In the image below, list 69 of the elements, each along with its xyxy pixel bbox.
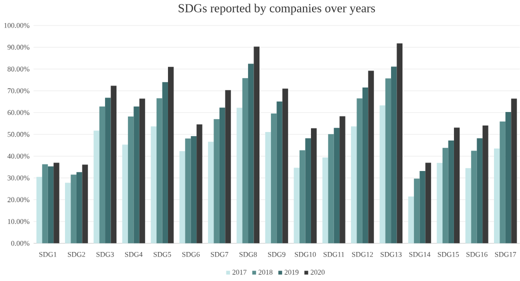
chart-title: SDGs reported by companies over years bbox=[178, 4, 375, 15]
bar bbox=[391, 66, 397, 244]
bar bbox=[82, 164, 88, 244]
bar bbox=[122, 144, 128, 244]
bar bbox=[448, 140, 454, 244]
bar bbox=[334, 128, 340, 244]
bar bbox=[265, 132, 271, 244]
bar bbox=[150, 126, 157, 244]
bar bbox=[414, 178, 420, 244]
bar bbox=[254, 46, 260, 244]
bar bbox=[162, 82, 168, 244]
bar bbox=[396, 43, 402, 244]
bar bbox=[270, 114, 277, 244]
bar bbox=[94, 130, 100, 244]
bar bbox=[248, 64, 254, 244]
bar bbox=[380, 106, 386, 244]
bar bbox=[328, 134, 334, 244]
bar bbox=[70, 174, 76, 244]
bar bbox=[208, 142, 214, 244]
bar bbox=[42, 164, 48, 244]
bar bbox=[54, 162, 60, 244]
bar bbox=[134, 106, 140, 244]
bar bbox=[110, 86, 116, 244]
bar bbox=[294, 168, 300, 244]
bar bbox=[99, 106, 106, 244]
bar bbox=[76, 172, 82, 244]
bar bbox=[482, 126, 488, 244]
bar bbox=[156, 98, 162, 244]
bar bbox=[128, 116, 134, 244]
bar bbox=[179, 151, 186, 244]
bar bbox=[168, 67, 174, 244]
bar bbox=[500, 122, 506, 244]
bar bbox=[322, 158, 328, 244]
bar bbox=[408, 196, 414, 244]
bar bbox=[385, 78, 392, 244]
bar bbox=[420, 171, 426, 244]
bar bbox=[190, 136, 197, 244]
bar bbox=[36, 177, 42, 244]
bar bbox=[351, 126, 357, 244]
bar bbox=[454, 128, 460, 244]
bar bbox=[282, 88, 288, 244]
bar bbox=[442, 148, 448, 244]
bar bbox=[225, 90, 231, 244]
bar bbox=[214, 119, 220, 244]
bar bbox=[494, 148, 500, 244]
bar bbox=[310, 128, 317, 244]
bar bbox=[505, 112, 512, 244]
bar bbox=[196, 124, 202, 244]
bar bbox=[368, 70, 374, 244]
bar bbox=[65, 182, 71, 244]
bar bbox=[48, 166, 54, 244]
bar bbox=[185, 138, 191, 244]
bar bbox=[362, 88, 368, 244]
bar bbox=[511, 98, 517, 244]
bar bbox=[219, 108, 226, 244]
bar bbox=[236, 108, 242, 244]
bar bbox=[476, 138, 483, 244]
bar bbox=[276, 102, 282, 244]
bar bbox=[340, 116, 346, 244]
bar bbox=[139, 98, 146, 244]
bar bbox=[425, 162, 432, 244]
bar bbox=[305, 138, 311, 244]
bar bbox=[300, 150, 306, 244]
bar bbox=[242, 78, 248, 244]
bar bbox=[465, 168, 472, 244]
bar bbox=[471, 150, 477, 244]
bar bbox=[105, 98, 111, 244]
bar bbox=[436, 163, 443, 244]
bar bbox=[356, 98, 362, 244]
